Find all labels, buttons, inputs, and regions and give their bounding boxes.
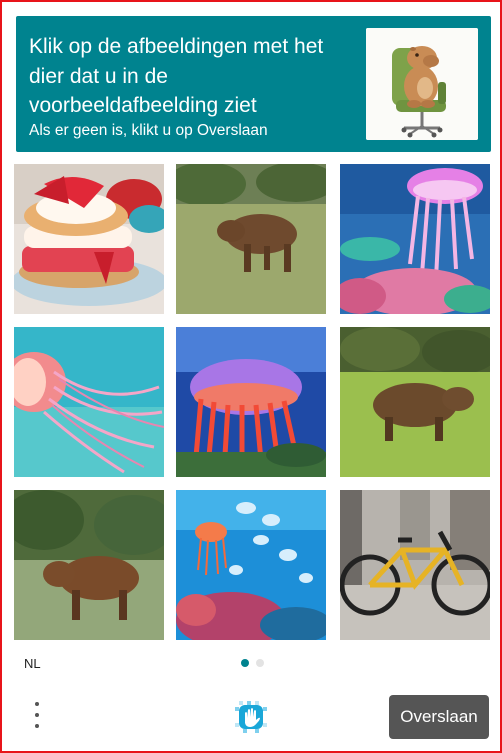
jellyfish-image bbox=[176, 327, 326, 477]
challenge-title: Klik op de afbeeldingen met het dier dat… bbox=[29, 35, 324, 117]
skip-button[interactable]: Overslaan bbox=[389, 695, 489, 739]
image-tile-1[interactable] bbox=[14, 164, 164, 314]
jellyfish-image bbox=[340, 164, 490, 314]
image-tile-4[interactable] bbox=[14, 327, 164, 477]
image-tile-3[interactable] bbox=[340, 164, 490, 314]
image-tile-2[interactable] bbox=[176, 164, 326, 314]
page-dot bbox=[256, 659, 264, 667]
image-tile-6[interactable] bbox=[340, 327, 490, 477]
language-selector[interactable]: NL bbox=[24, 656, 41, 671]
jellyfish-image bbox=[14, 327, 164, 477]
capybara-image bbox=[176, 164, 326, 314]
image-tile-8[interactable] bbox=[176, 490, 326, 640]
page-dot-active bbox=[241, 659, 249, 667]
capybara-image bbox=[340, 327, 490, 477]
jellyfish-image bbox=[176, 490, 326, 640]
capybara-image bbox=[14, 490, 164, 640]
image-tile-7[interactable] bbox=[14, 490, 164, 640]
image-tile-9[interactable] bbox=[340, 490, 490, 640]
hand-logo-icon bbox=[235, 701, 267, 733]
strawberry-shortcake-image bbox=[14, 164, 164, 314]
challenge-header: Klik op de afbeeldingen met het dier dat… bbox=[16, 16, 491, 152]
example-image bbox=[366, 28, 478, 140]
challenge-subtitle: Als er geen is, klikt u op Overslaan bbox=[29, 122, 268, 139]
kebab-menu-icon[interactable] bbox=[27, 699, 47, 733]
image-tile-5[interactable] bbox=[176, 327, 326, 477]
bicycle-image bbox=[340, 490, 490, 640]
